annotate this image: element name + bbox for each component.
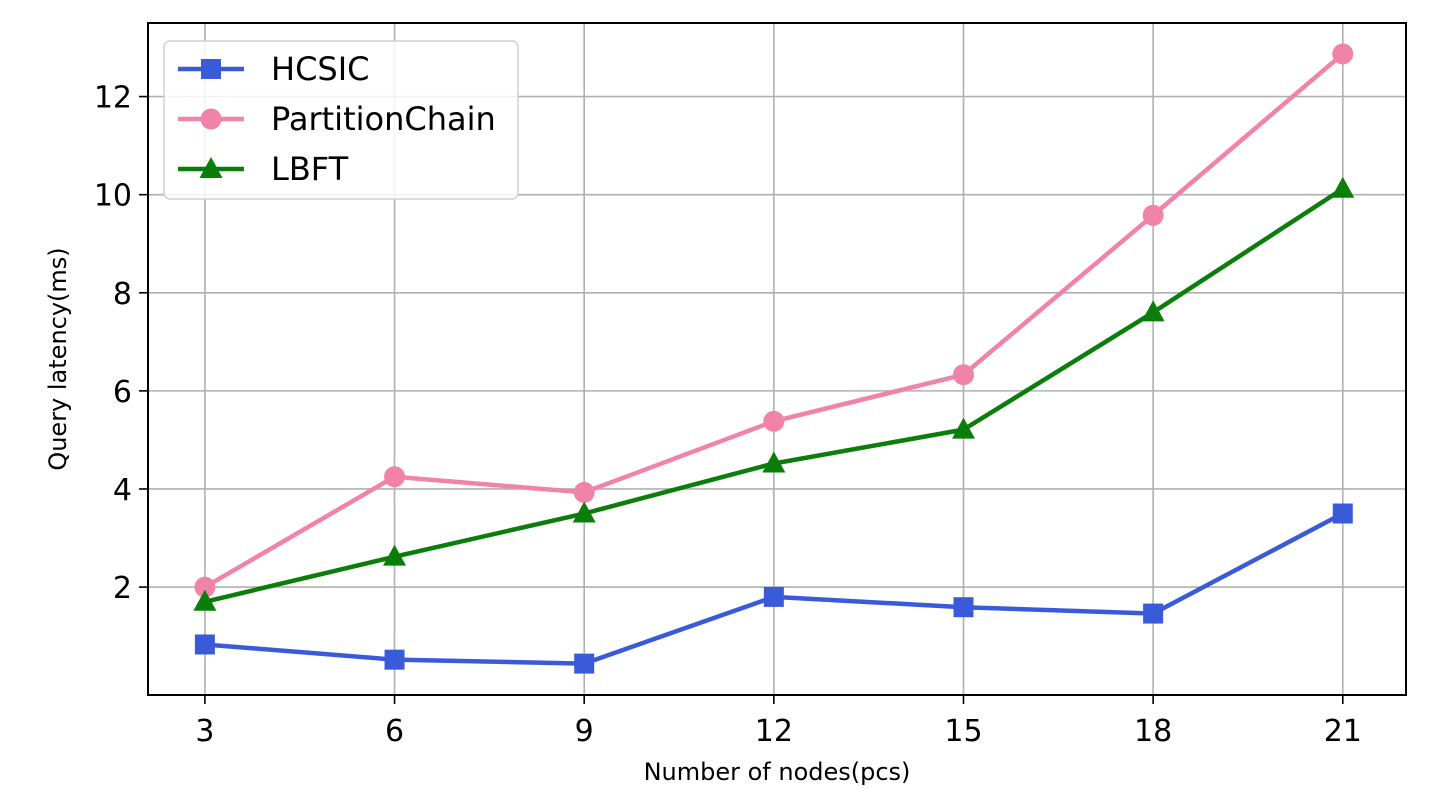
- x-tick-label: 18: [1134, 714, 1172, 749]
- data-point-lbft: [951, 417, 975, 439]
- legend-label-hcsic: HCSIC: [271, 50, 370, 88]
- x-tick-label: 15: [944, 714, 982, 749]
- data-point-partitionchain: [952, 364, 974, 386]
- legend-marker-lbft: [199, 157, 223, 178]
- x-axis-label: Number of nodes(pcs): [644, 758, 911, 786]
- data-point-partitionchain: [1142, 204, 1164, 226]
- data-point-hcsic: [1143, 603, 1164, 624]
- data-point-lbft: [1141, 300, 1165, 322]
- data-point-partitionchain: [1332, 43, 1354, 65]
- legend-label-partitionchain: PartitionChain: [271, 100, 496, 138]
- legend-marker-hcsic: [201, 59, 221, 79]
- series-partitionchain: [194, 43, 1354, 598]
- y-tick-label: 10: [94, 179, 132, 214]
- y-axis-label: Query latency(ms): [44, 247, 72, 470]
- legend-label-lbft: LBFT: [271, 150, 349, 188]
- x-tick-label: 6: [385, 714, 404, 749]
- data-point-hcsic: [953, 597, 974, 618]
- data-point-hcsic: [763, 586, 784, 607]
- y-tick-label: 8: [113, 277, 132, 312]
- data-point-hcsic: [194, 634, 215, 655]
- data-point-lbft: [572, 501, 596, 523]
- data-point-partitionchain: [194, 576, 216, 598]
- data-point-partitionchain: [384, 466, 406, 488]
- y-tick-label: 2: [113, 571, 132, 606]
- y-tick-label: 12: [94, 81, 132, 116]
- data-point-lbft: [383, 544, 407, 566]
- legend: HCSIC PartitionChain LBFT: [163, 40, 519, 200]
- data-point-lbft: [1331, 176, 1355, 198]
- x-tick-label: 21: [1324, 714, 1362, 749]
- series-lines: [193, 43, 1355, 674]
- data-point-partitionchain: [573, 481, 595, 503]
- data-point-lbft: [762, 451, 786, 473]
- data-point-hcsic: [1332, 503, 1353, 524]
- x-tick-label: 3: [195, 714, 214, 749]
- legend-marker-partitionchain: [200, 108, 222, 130]
- data-point-hcsic: [574, 653, 595, 674]
- series-lbft: [193, 176, 1355, 611]
- y-tick-label: 6: [113, 375, 132, 410]
- data-point-lbft: [193, 589, 217, 611]
- series-hcsic: [194, 503, 1353, 674]
- x-tick-label: 9: [575, 714, 594, 749]
- data-point-hcsic: [384, 649, 405, 670]
- y-tick-label: 4: [113, 473, 132, 508]
- legend-box: [163, 40, 519, 200]
- plot-frame: [147, 22, 1407, 696]
- data-point-partitionchain: [763, 410, 785, 432]
- x-tick-label: 12: [755, 714, 793, 749]
